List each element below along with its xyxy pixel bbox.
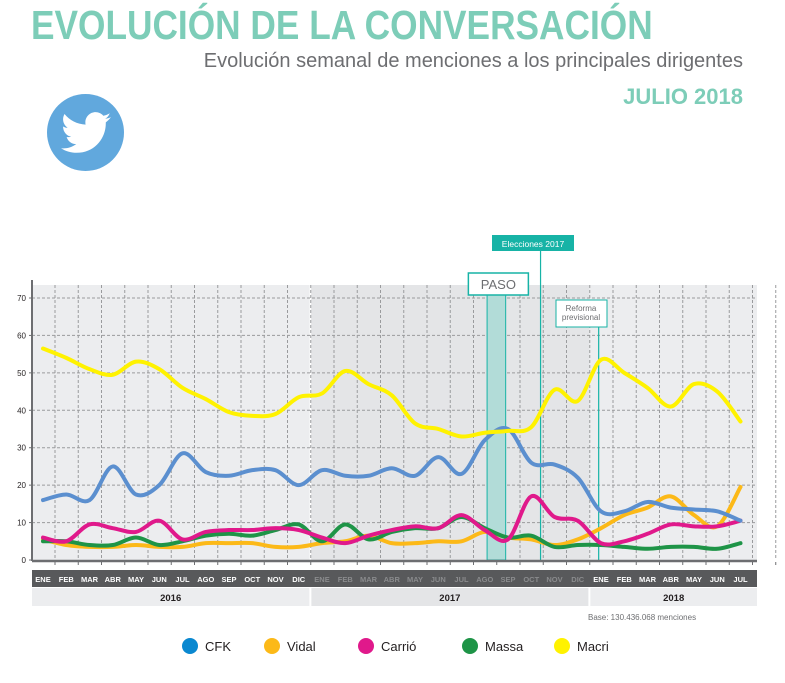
- month-label: NOV: [546, 575, 562, 584]
- legend-label: CFK: [205, 638, 231, 654]
- month-label: SEP: [500, 575, 515, 584]
- month-label: FEB: [338, 575, 354, 584]
- month-label: JUL: [733, 575, 748, 584]
- month-label: MAY: [686, 575, 702, 584]
- month-label: NOV: [267, 575, 283, 584]
- month-label: ENE: [593, 575, 608, 584]
- legend-item-cfk: CFK: [182, 638, 231, 654]
- month-label: MAR: [81, 575, 99, 584]
- twitter-logo: [47, 94, 124, 171]
- paso-label-box: [467, 272, 530, 296]
- legend-item-massa: Massa: [462, 638, 523, 654]
- legend-item-vidal: Vidal: [264, 638, 316, 654]
- month-label: ABR: [384, 575, 401, 584]
- month-label: ABR: [663, 575, 680, 584]
- legend-item-carrio: Carrió: [358, 638, 416, 654]
- page-subtitle: Evolución semanal de menciones a los pri…: [203, 50, 743, 72]
- y-tick-label: 50: [17, 369, 26, 378]
- year-label: 2018: [663, 593, 684, 604]
- month-bar: [32, 570, 757, 587]
- y-tick-label: 10: [17, 519, 26, 528]
- legend: CFK Vidal Carrió Massa Macri: [0, 638, 785, 660]
- report-date: JULIO 2018: [623, 84, 743, 109]
- legend-item-macri: Macri: [554, 638, 609, 654]
- month-label: MAR: [639, 575, 657, 584]
- month-label: ABR: [105, 575, 122, 584]
- legend-swatch: [264, 638, 280, 654]
- month-label: JUN: [152, 575, 167, 584]
- month-label: JUL: [454, 575, 469, 584]
- legend-swatch: [182, 638, 198, 654]
- paso-label: PASO: [481, 277, 516, 292]
- month-label: JUL: [175, 575, 190, 584]
- month-label: OCT: [523, 575, 539, 584]
- elecciones-label-box: [492, 235, 574, 251]
- reforma-label-box: [555, 299, 608, 328]
- month-label: AGO: [197, 575, 214, 584]
- legend-label: Macri: [577, 638, 609, 654]
- year-bar-2018: [590, 588, 757, 606]
- legend-label: Vidal: [287, 638, 316, 654]
- month-label: MAR: [360, 575, 378, 584]
- base-note: Base: 130.436.068 menciones: [588, 613, 697, 622]
- month-label: SEP: [221, 575, 236, 584]
- month-label: ENE: [314, 575, 329, 584]
- year-bar-2017: [311, 588, 589, 606]
- legend-label: Massa: [485, 638, 524, 654]
- legend-swatch: [462, 638, 478, 654]
- legend-label: Carrió: [381, 638, 417, 654]
- month-label: MAY: [128, 575, 144, 584]
- year-label: 2016: [160, 593, 181, 604]
- month-label: AGO: [476, 575, 493, 584]
- month-label: DIC: [571, 575, 585, 584]
- y-tick-label: 0: [22, 556, 27, 565]
- reforma-label-line: Reforma: [566, 304, 597, 313]
- page-title: EVOLUCIÓN DE LA CONVERSACIÓN: [31, 2, 653, 48]
- month-label: JUN: [710, 575, 725, 584]
- twitter-bird-icon: [61, 112, 111, 153]
- legend-swatch: [554, 638, 570, 654]
- y-tick-label: 70: [17, 294, 26, 303]
- month-label: ENE: [35, 575, 50, 584]
- year-label: 2017: [439, 593, 460, 604]
- year-bar-2016: [32, 588, 310, 606]
- month-label: JUN: [431, 575, 446, 584]
- y-tick-label: 20: [17, 481, 26, 490]
- month-label: DIC: [292, 575, 306, 584]
- elecciones-label: Elecciones 2017: [502, 239, 565, 249]
- legend-swatch: [358, 638, 374, 654]
- month-label: OCT: [244, 575, 260, 584]
- y-tick-label: 60: [17, 331, 26, 340]
- y-tick-label: 30: [17, 444, 26, 453]
- reforma-label-line: previsional: [562, 313, 600, 322]
- month-label: FEB: [59, 575, 75, 584]
- month-label: FEB: [617, 575, 633, 584]
- y-tick-label: 40: [17, 406, 26, 415]
- month-label: MAY: [407, 575, 423, 584]
